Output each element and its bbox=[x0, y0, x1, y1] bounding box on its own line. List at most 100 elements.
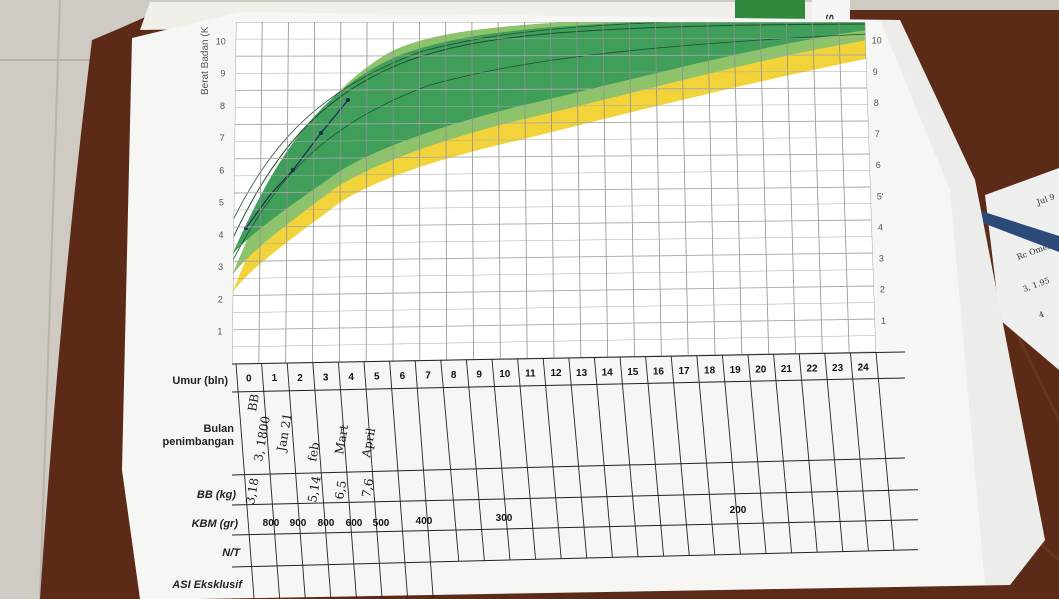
y-tick-label: 7 bbox=[875, 129, 880, 139]
row-label-asi: ASI Eksklusif bbox=[171, 579, 243, 591]
table-col-line bbox=[773, 354, 793, 553]
median-curve bbox=[232, 23, 867, 241]
kbm-value: 200 bbox=[730, 505, 747, 516]
kbm-value: 600 bbox=[346, 518, 363, 529]
table-col-line bbox=[849, 352, 869, 551]
month-header: 6 bbox=[400, 371, 406, 382]
table-row-line bbox=[231, 489, 919, 506]
month-header: 24 bbox=[858, 363, 870, 374]
y-tick-label: 8 bbox=[220, 101, 225, 111]
month-header: 23 bbox=[832, 363, 844, 374]
handwritten-entry: April bbox=[359, 427, 378, 460]
table-col-line bbox=[875, 352, 895, 551]
y-tick-label: 4 bbox=[218, 230, 223, 240]
grid-line-horizontal bbox=[233, 219, 872, 228]
month-header: 19 bbox=[730, 365, 742, 376]
month-header: 20 bbox=[755, 365, 767, 376]
grid-line-horizontal bbox=[233, 236, 873, 245]
y-tick-label: 3 bbox=[218, 262, 223, 272]
table-col-line bbox=[465, 359, 485, 561]
grid-line-horizontal bbox=[235, 38, 866, 40]
grid-line-horizontal bbox=[233, 252, 873, 262]
table-col-line bbox=[440, 360, 460, 562]
growth-chart: Berat Badan (K 1 2 3 4 5 6 7 8 9 10 1 2 3 4 5' 6 7 8 9 10 bbox=[200, 22, 886, 364]
band-green-dark bbox=[232, 22, 867, 255]
grid-line-horizontal bbox=[234, 104, 868, 108]
grid-line-horizontal bbox=[234, 120, 869, 126]
y-tick-label: 10 bbox=[872, 36, 882, 46]
month-header: 10 bbox=[499, 369, 511, 380]
grid-line-horizontal bbox=[234, 153, 870, 160]
grid-line-horizontal bbox=[235, 87, 868, 91]
y-tick-label: 9 bbox=[873, 67, 878, 77]
chart-grid bbox=[232, 22, 876, 364]
booklet-tab-white bbox=[812, 0, 850, 22]
handwritten-entry: 7,6 bbox=[359, 477, 376, 498]
y-tick-label: 3 bbox=[879, 254, 884, 264]
month-header: 21 bbox=[781, 364, 793, 375]
table-col-line bbox=[593, 357, 613, 558]
table-row-line bbox=[231, 457, 906, 476]
handwritten-entry: 5,14 bbox=[305, 474, 323, 503]
row-label-umur: Umur (bln) bbox=[172, 375, 228, 387]
y-axis-label: Berat Badan (K bbox=[200, 26, 211, 95]
table-col-line bbox=[312, 362, 332, 599]
grid-line-horizontal bbox=[234, 137, 869, 142]
weight-point bbox=[346, 98, 350, 102]
y-tick-label: 6 bbox=[219, 165, 224, 175]
month-header: 13 bbox=[576, 368, 588, 379]
sd-curve bbox=[232, 22, 867, 223]
row-label-kbm: KBM (gr) bbox=[192, 518, 239, 530]
month-header: 12 bbox=[550, 368, 562, 379]
table-col-line bbox=[491, 359, 511, 561]
handwritten-entry: Mart bbox=[332, 423, 351, 455]
kbm-value: 900 bbox=[290, 518, 307, 529]
grid-line-horizontal bbox=[235, 54, 867, 57]
month-header: 5 bbox=[374, 371, 380, 382]
month-header: 15 bbox=[627, 367, 639, 378]
table-grid bbox=[231, 351, 919, 599]
table-col-line bbox=[619, 357, 639, 557]
month-header: 9 bbox=[476, 370, 482, 381]
month-header: 1 bbox=[272, 373, 278, 384]
y-tick-label: 9 bbox=[220, 69, 225, 79]
month-header: 11 bbox=[525, 369, 536, 380]
table-col-line bbox=[414, 360, 434, 599]
y-ticks-right: 1 2 3 4 5' 6 7 8 9 10 bbox=[872, 36, 886, 326]
table-col-line bbox=[824, 353, 844, 552]
y-tick-label: 10 bbox=[216, 36, 226, 46]
month-header: 8 bbox=[451, 370, 457, 381]
y-tick-label: 1 bbox=[881, 316, 886, 326]
handwritten-entry: 6,5 bbox=[332, 479, 349, 500]
table-col-line bbox=[261, 363, 281, 599]
grid-line-horizontal bbox=[235, 71, 867, 74]
month-header: 7 bbox=[425, 371, 431, 382]
table-col-line bbox=[670, 356, 690, 556]
y-tick-label: 7 bbox=[220, 133, 225, 143]
grid-line-horizontal bbox=[233, 186, 871, 194]
table-col-line bbox=[747, 354, 767, 554]
table-col-line bbox=[645, 356, 665, 557]
kbm-value: 800 bbox=[318, 518, 335, 529]
grid-line-horizontal bbox=[234, 170, 870, 177]
weight-point bbox=[319, 131, 323, 135]
weight-point bbox=[291, 168, 295, 172]
table-col-line bbox=[542, 358, 562, 559]
month-header: 17 bbox=[678, 366, 690, 377]
y-tick-label: 5 bbox=[219, 198, 224, 208]
y-tick-label: 5' bbox=[877, 191, 884, 201]
table-col-line bbox=[721, 355, 741, 555]
table-col-line bbox=[363, 361, 383, 599]
month-header: 18 bbox=[704, 365, 716, 376]
month-header: 14 bbox=[602, 367, 614, 378]
grid-line-horizontal bbox=[233, 203, 872, 211]
month-headers: 0 1 2 3 4 5 6 7 8 9 10 11 12 13 14 15 16 17 18 19 20 21 22 23 24 bbox=[246, 363, 869, 385]
table-col-line bbox=[235, 363, 255, 599]
y-ticks-left: 1 2 3 4 5 6 7 8 9 10 bbox=[216, 36, 226, 336]
row-label-bb: BB (kg) bbox=[197, 489, 236, 501]
month-header: 16 bbox=[653, 366, 665, 377]
sd-curve bbox=[232, 33, 869, 263]
table-col-line bbox=[337, 362, 357, 599]
month-header: 0 bbox=[246, 374, 252, 385]
